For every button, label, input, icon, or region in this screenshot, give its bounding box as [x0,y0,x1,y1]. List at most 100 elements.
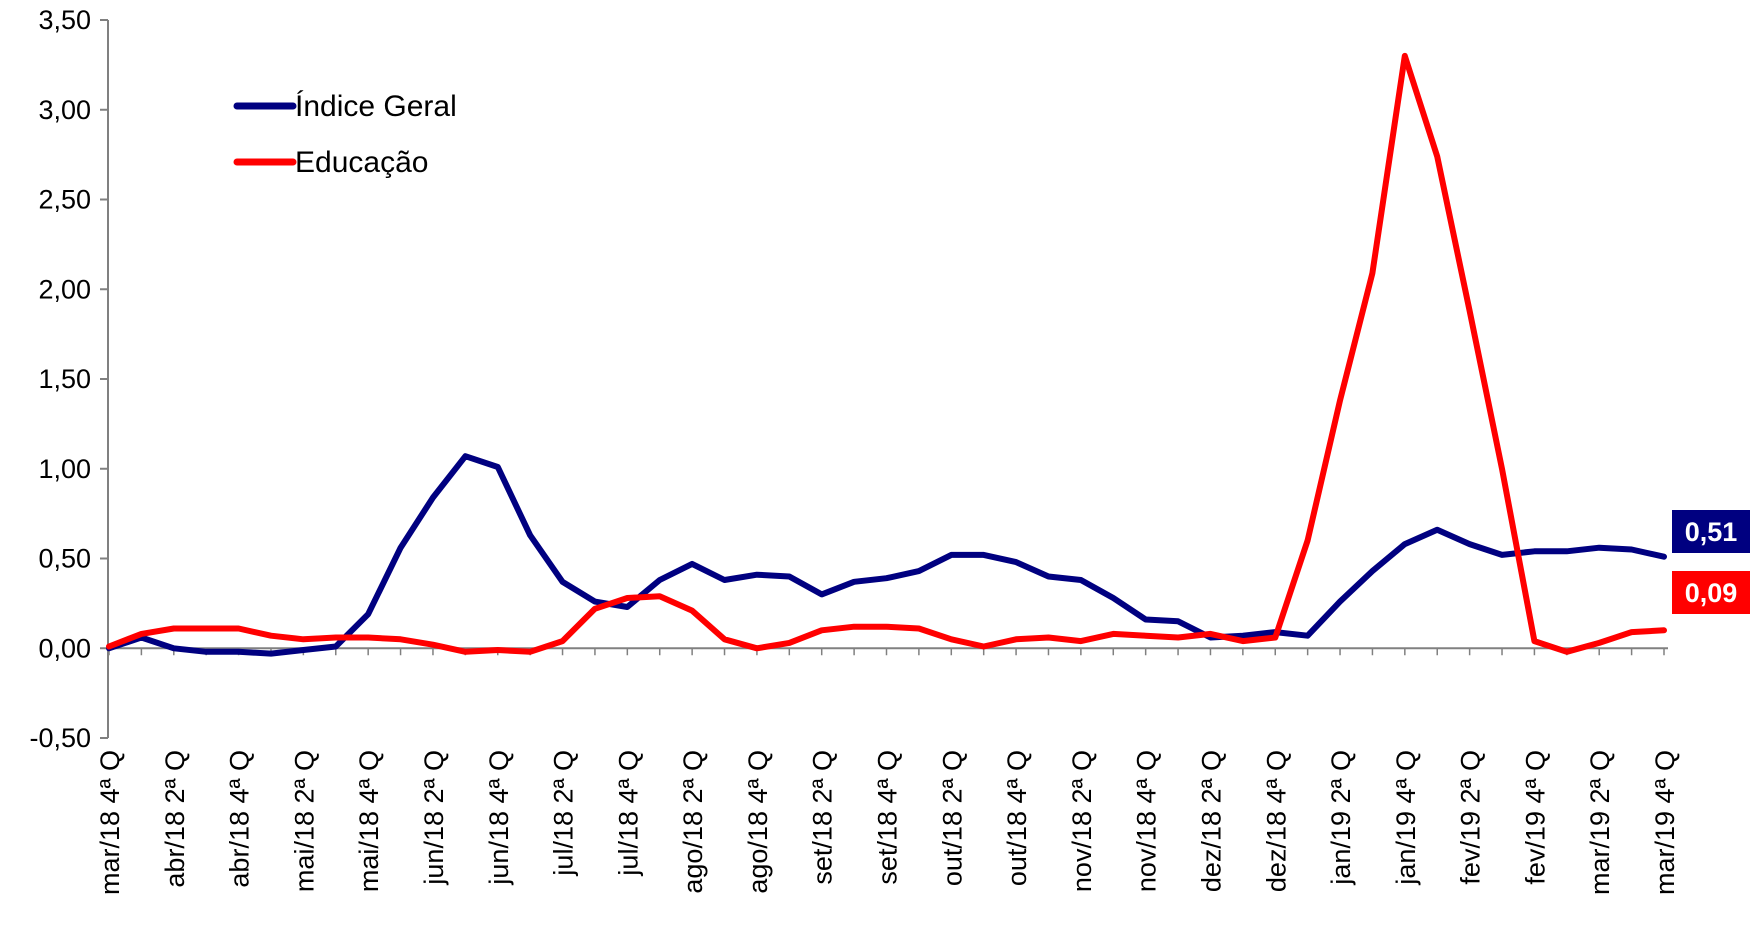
data-point [462,649,468,655]
data-point [300,636,306,642]
data-point [1175,618,1181,624]
data-point [1467,541,1473,547]
data-point [398,545,404,551]
y-tick-label: 3,00 [38,95,91,125]
data-point [916,626,922,632]
x-tick-label: nov/18 4ª Q [1132,750,1162,892]
x-tick-label: set/18 2ª Q [808,750,838,885]
legend-label: Índice Geral [295,90,457,123]
data-point [689,561,695,567]
y-tick-label: 2,50 [38,185,91,215]
data-point [884,575,889,581]
data-point [1564,548,1570,554]
data-point [689,608,695,614]
data-point [268,651,274,657]
x-tick-label: dez/18 2ª Q [1196,750,1226,892]
data-point [1402,541,1408,547]
y-tick-label: -0,50 [29,723,91,753]
data-point [203,649,209,655]
legend: Índice Geral Educação [233,90,457,179]
data-point [1045,634,1051,640]
data-point [430,642,436,648]
data-point [1499,466,1505,472]
x-tick-label: abr/18 2ª Q [160,750,190,888]
x-tick-label: jan/19 4ª Q [1391,750,1421,886]
data-point [138,631,144,637]
data-point [1661,627,1667,633]
data-point [722,577,728,583]
data-point [430,494,436,500]
x-tick-label: set/18 4ª Q [873,750,903,885]
data-point [527,649,533,655]
data-point [495,647,501,653]
data-point [462,453,468,459]
x-tick-label: mar/18 4ª Q [95,750,125,895]
data-point [1045,573,1051,579]
data-point [1629,629,1635,635]
y-tick-label: 3,50 [38,5,91,35]
x-axis: mar/18 4ª Q abr/18 2ª Q abr/18 4ª Q mai/18 … [95,647,1680,895]
data-point [592,599,598,605]
data-point [1467,308,1473,314]
data-point [1143,617,1149,623]
end-labels: 0,51 0,09 [1672,510,1750,614]
data-point [592,606,598,612]
data-point [171,645,177,651]
data-point [1596,640,1602,646]
data-point [1564,649,1570,655]
end-value-box [1672,510,1750,553]
x-tick-label: mai/18 4ª Q [354,750,384,892]
data-point [1629,547,1635,553]
y-tick-label: 0,00 [38,633,91,663]
data-point [1369,270,1375,276]
x-tick-label: jul/18 4ª Q [613,750,643,877]
x-tick-label: fev/19 4ª Q [1520,750,1550,885]
series-educacao [106,52,1667,655]
x-tick-label: out/18 4ª Q [1002,750,1032,886]
data-point [1402,53,1408,59]
x-tick-label: jan/19 2ª Q [1326,750,1356,886]
data-point [1078,638,1084,644]
x-tick-label: jul/18 2ª Q [549,750,579,877]
data-point [1240,638,1246,644]
data-point [1661,554,1667,560]
data-point [1175,634,1181,640]
data-point [203,626,209,632]
series-layer [106,52,1667,657]
data-point [624,595,630,601]
data-point [981,552,987,558]
x-tick-label: mai/18 2ª Q [289,750,319,892]
x-tick-label: dez/18 4ª Q [1261,750,1291,892]
data-point [1272,634,1278,640]
data-point [1305,538,1311,544]
data-point [948,636,954,642]
data-point [754,645,760,651]
data-point [495,464,501,470]
data-point [1013,636,1019,642]
data-point [1143,633,1149,639]
x-tick-label: ago/18 2ª Q [678,750,708,894]
data-point [398,636,404,642]
data-point [560,638,566,644]
x-tick-label: abr/18 4ª Q [225,750,255,888]
data-point [106,643,112,649]
data-point [365,611,371,617]
data-point [1110,595,1116,601]
data-point [236,649,242,655]
data-point [1531,638,1537,644]
data-point [786,640,792,646]
x-tick-label: jun/18 2ª Q [419,750,449,886]
data-point [333,634,339,640]
data-point [1207,631,1213,637]
data-point [1434,153,1440,159]
data-point [1531,548,1537,554]
data-point [171,626,177,632]
end-value-text: 0,51 [1685,517,1738,547]
x-tick-label: mar/19 2ª Q [1585,750,1615,895]
data-point [268,633,274,639]
y-axis: -0,50 0,00 0,50 1,00 1,50 2,00 2,50 3,00 3,50 [29,5,109,753]
data-point [1110,631,1116,637]
data-point [1240,633,1246,639]
y-tick-label: 1,00 [38,454,91,484]
